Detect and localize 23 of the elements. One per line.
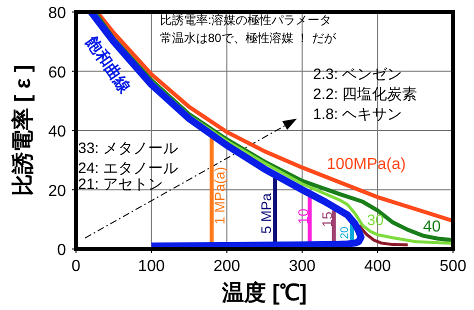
annotation: 33: メタノール xyxy=(78,140,178,157)
y-tick-label: 40 xyxy=(48,124,66,140)
text: 飽和曲線 xyxy=(82,32,134,98)
y-tick-label: 20 xyxy=(48,182,66,200)
y-axis-title: 比誘電率 [ ε ] xyxy=(10,64,35,196)
annotation: 21: アセトン xyxy=(78,176,164,193)
x-tick-label: 0 xyxy=(72,258,81,275)
x-axis-title: 温度 [℃] xyxy=(221,280,307,305)
x-tick-label: 500 xyxy=(440,258,466,275)
y-tick-label: 80 xyxy=(48,5,66,22)
annotation: 2.2: 四塩化炭素 xyxy=(313,86,418,103)
x-tick-label: 200 xyxy=(213,258,240,275)
y-tick-label: 0 xyxy=(57,242,66,259)
y-tick-label: 60 xyxy=(48,64,66,82)
annotation: 2.3: ベンゼン xyxy=(313,66,402,83)
annotation: 常温水は80で、極性溶媒 ！ だが xyxy=(160,31,338,45)
x-tick-label: 300 xyxy=(288,258,316,275)
x-tick-label: 100 xyxy=(138,258,165,275)
x-tick-label: 400 xyxy=(364,258,392,275)
series-label: 40 xyxy=(422,218,441,236)
annotation: 1.8: ヘキサン xyxy=(313,106,402,123)
annotation: 24: エタノール xyxy=(78,160,178,177)
annotation: 比誘電率:溶媒の極性パラメータ xyxy=(160,13,332,27)
